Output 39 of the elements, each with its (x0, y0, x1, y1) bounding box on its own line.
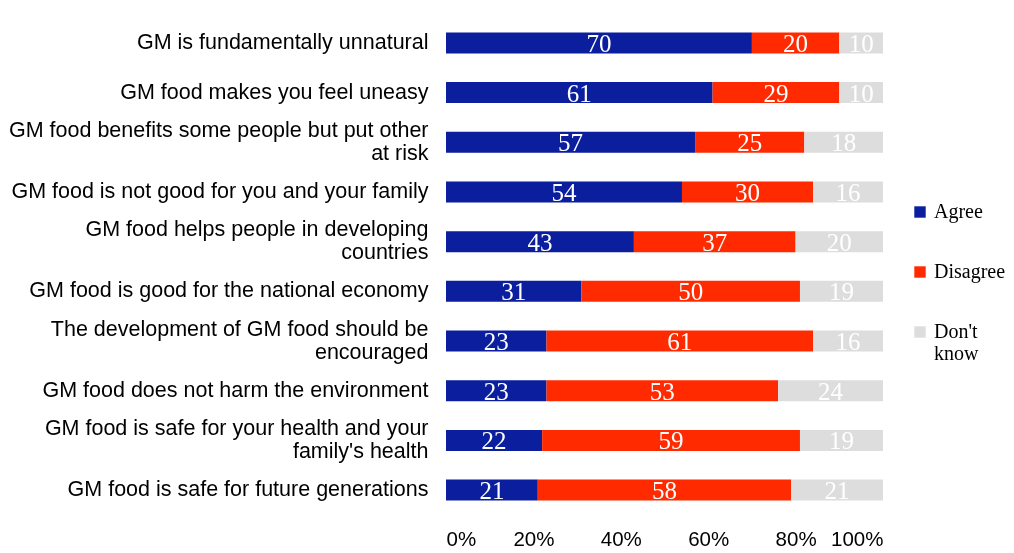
data-label: 57 (558, 129, 584, 157)
x-tick-label: 100% (831, 526, 884, 550)
x-tick-label: 40% (600, 526, 642, 550)
x-tick-label: 0% (446, 526, 477, 550)
data-label: 61 (566, 79, 592, 107)
y-tick-label: GM food is not good for you and your family (11, 178, 429, 203)
data-label: 21 (479, 477, 505, 505)
y-tick-label: GM is fundamentally unnatural (136, 29, 429, 54)
legend-label: Agree (934, 200, 983, 223)
data-label: 20 (783, 29, 809, 57)
legend-label: Disagree (934, 260, 1006, 283)
y-tick-label: GM food is safe for future generations (67, 477, 429, 502)
data-label: 61 (667, 328, 693, 356)
data-label: 30 (735, 178, 761, 206)
data-label: 23 (483, 328, 509, 356)
y-tick-label: GM food is safe for your health and your family's health (44, 415, 429, 463)
x-tick-label: 60% (688, 526, 730, 550)
x-tick-label: 80% (775, 526, 817, 550)
y-tick-label: GM food helps people in developing countries (85, 217, 429, 265)
data-label: 29 (763, 79, 789, 107)
data-label: 70 (586, 29, 612, 57)
data-label: 23 (483, 377, 509, 405)
y-tick-label: The development of GM food should be encouraged (50, 316, 429, 364)
data-label: 58 (652, 477, 677, 505)
data-label: 31 (501, 278, 527, 306)
data-label: 43 (527, 228, 553, 256)
y-tick-label: GM food makes you feel uneasy (120, 79, 429, 104)
data-label: 25 (737, 129, 763, 157)
x-tick-label: 20% (513, 526, 555, 550)
y-tick-label: GM food does not harm the environment (42, 377, 429, 402)
data-label: 22 (481, 427, 507, 455)
data-label: 54 (551, 178, 577, 206)
data-label: 37 (702, 228, 728, 256)
data-label: 59 (658, 427, 684, 455)
y-tick-label: GM food is good for the national economy (29, 278, 429, 303)
legend-label: Don't know (934, 320, 979, 364)
data-label: 50 (678, 278, 704, 306)
data-label: 53 (649, 377, 675, 405)
y-tick-label: GM food benefits some people but put other at risk (8, 117, 429, 165)
